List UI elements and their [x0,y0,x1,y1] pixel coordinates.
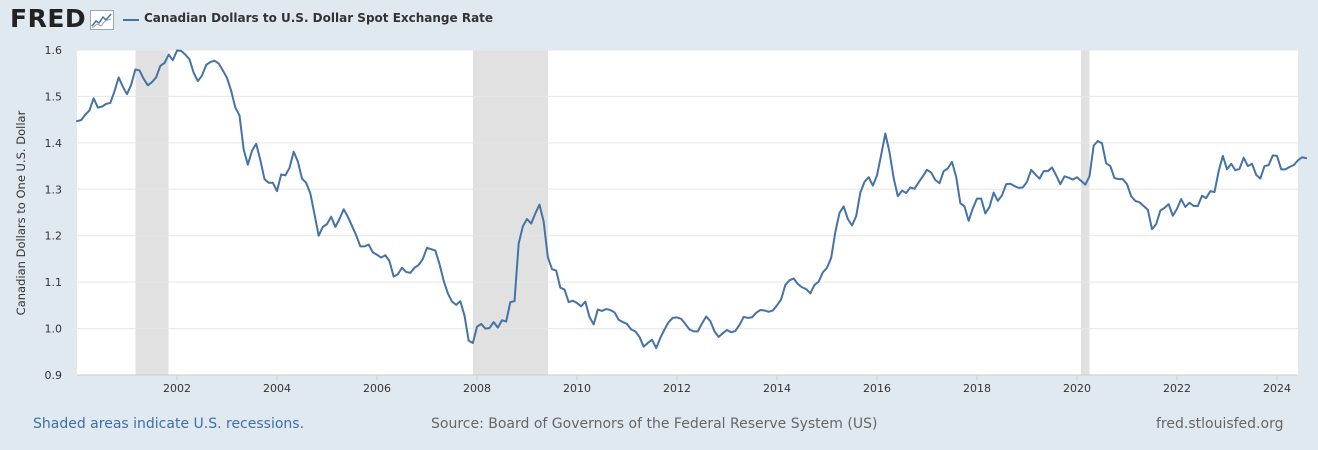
x-tick-label: 2024 [1263,382,1291,395]
line-graph-icon [90,10,114,30]
y-tick-label: 0.9 [45,369,63,382]
y-axis-label: Canadian Dollars to One U.S. Dollar [14,110,28,315]
legend-swatch [123,19,139,21]
recession-bands [135,50,1090,375]
x-tick-label: 2010 [563,382,591,395]
recession-note-link[interactable]: Shaded areas indicate U.S. recessions. [33,416,305,432]
fred-logo[interactable]: FRED [10,4,87,33]
source-note: Source: Board of Governors of the Federa… [431,416,878,432]
x-tick-label: 2014 [763,382,791,395]
x-tick-label: 2006 [363,382,391,395]
legend-series-label[interactable]: Canadian Dollars to U.S. Dollar Spot Exc… [144,11,494,25]
y-tick-label: 1.4 [45,137,63,150]
y-tick-label: 1.0 [45,323,63,336]
chart: 0.91.01.11.21.31.41.51.6 2002 2004 2006 200… [14,44,1308,395]
series-layer [76,49,1308,350]
x-tick-label: 2020 [1063,382,1091,395]
y-tick-label: 1.1 [45,276,63,289]
y-tick-labels: 0.9 1.0 1.1 1.2 1.3 1.4 1.5 1.6 [45,44,63,382]
x-tick-label: 2018 [963,382,991,395]
series-line[interactable] [76,49,1308,350]
x-tick-label: 2008 [463,382,491,395]
x-tick-labels: 2002 2004 2006 2008 2010 2012 2014 2016 2018 2020… [77,374,1298,395]
x-tick-label: 2012 [663,382,691,395]
recession-band [1081,50,1090,375]
y-tick-label: 1.5 [45,90,63,103]
chart-header: FRED Canadian Dollars to U.S. Dollar Spo… [0,0,1318,40]
x-tick-label: 2022 [1163,382,1191,395]
y-tick-label: 1.3 [45,183,63,196]
x-tick-label: 2016 [863,382,891,395]
y-tick-label: 1.2 [45,230,63,243]
plot-background [77,50,1298,375]
y-tick-label: 1.6 [45,44,63,57]
fred-site-link[interactable]: fred.stlouisfed.org [1156,416,1284,432]
recession-band [135,50,169,375]
x-tick-label: 2002 [163,382,191,395]
x-tick-label: 2004 [263,382,291,395]
